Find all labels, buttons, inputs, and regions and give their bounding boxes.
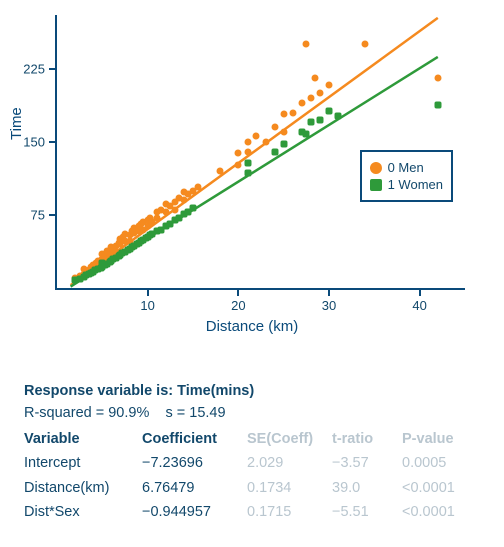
data-point (280, 111, 287, 118)
data-point (262, 138, 269, 145)
y-tick-label: 75 (31, 207, 45, 222)
data-point (307, 119, 314, 126)
data-point (271, 148, 278, 155)
x-tick-label: 40 (412, 298, 426, 313)
plot-area: 0 Men1 Women 7515022510203040 (55, 15, 465, 290)
data-point (303, 130, 310, 137)
table-row: Distance(km)6.764790.173439.0<0.0001 (24, 476, 477, 500)
response-variable-line: Response variable is: Time(mins) (24, 380, 484, 402)
data-point (271, 124, 278, 131)
scatter-chart: Time 0 Men1 Women 7515022510203040 Dista… (0, 0, 504, 360)
data-point (298, 99, 305, 106)
data-point (245, 169, 252, 176)
data-point (245, 160, 252, 167)
data-point (180, 197, 187, 204)
data-point (326, 82, 333, 89)
data-point (434, 75, 441, 82)
data-point (434, 101, 441, 108)
data-point (289, 109, 296, 116)
data-point (235, 150, 242, 157)
table-row: Dist*Sex−0.9449570.1715−5.51<0.0001 (24, 500, 477, 524)
regression-stats: Response variable is: Time(mins) R-squar… (24, 380, 484, 525)
data-point (335, 113, 342, 120)
y-tick-label: 225 (23, 61, 45, 76)
legend-item: 0 Men (370, 160, 443, 175)
x-tick-label: 20 (231, 298, 245, 313)
data-point (316, 117, 323, 124)
legend-swatch (370, 162, 382, 174)
data-point (316, 90, 323, 97)
data-point (190, 205, 197, 212)
data-point (171, 207, 178, 214)
data-point (303, 41, 310, 48)
data-point (162, 208, 169, 215)
x-axis-title: Distance (km) (0, 318, 504, 335)
x-tick-label: 10 (140, 298, 154, 313)
data-point (235, 162, 242, 169)
coefficients-table: Variable Coefficient SE(Coeff) t-ratio P… (24, 427, 477, 525)
data-point (280, 140, 287, 147)
y-tick-label: 150 (23, 134, 45, 149)
data-point (253, 132, 260, 139)
data-point (312, 75, 319, 82)
legend-label: 0 Men (388, 160, 424, 175)
x-tick-label: 30 (322, 298, 336, 313)
legend-label: 1 Women (388, 177, 443, 192)
legend-item: 1 Women (370, 177, 443, 192)
data-point (326, 107, 333, 114)
table-row: Intercept−7.236962.029−3.570.0005 (24, 451, 477, 475)
table-header-row: Variable Coefficient SE(Coeff) t-ratio P… (24, 427, 477, 451)
data-point (245, 148, 252, 155)
data-point (245, 138, 252, 145)
data-point (280, 129, 287, 136)
data-point (194, 183, 201, 190)
data-point (307, 94, 314, 101)
fit-summary-line: R-squared = 90.9% s = 15.49 (24, 402, 484, 424)
legend-swatch (370, 179, 382, 191)
legend: 0 Men 1 Women (360, 150, 453, 202)
data-point (217, 168, 224, 175)
data-point (362, 41, 369, 48)
